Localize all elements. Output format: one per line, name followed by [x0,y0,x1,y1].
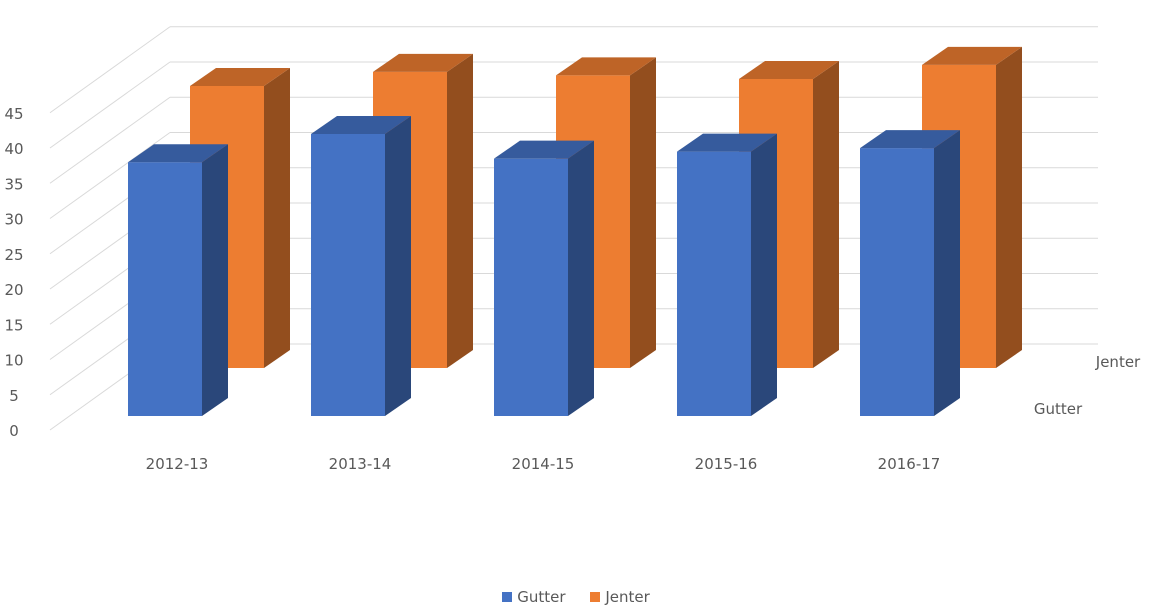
bar-top-face [922,46,1022,65]
bar-gutter [128,144,228,416]
bar-top-face [677,133,777,152]
x-tick-label: 2012-13 [146,455,209,473]
bar-side-face [630,57,656,369]
y-tick-label: 30 [4,211,23,229]
bar-gutter [311,116,411,416]
bar-top-face [860,130,960,149]
bar-side-face [202,144,228,416]
bar-front-face [677,151,751,416]
bar-gutter [494,140,594,417]
gridline-side [49,26,171,114]
legend-swatch-jenter [590,592,601,602]
legend-label-gutter: Gutter [517,588,566,606]
bar-front-face [494,158,568,417]
bar-front-face [311,134,385,416]
bar-gutter [677,133,777,416]
gridline-side [49,132,171,219]
legend-swatch-gutter [502,592,513,602]
legend-item-jenter[interactable]: Jenter [590,588,650,606]
bar-front-face [860,148,934,416]
bar-side-face [813,60,839,368]
bar-top-face [311,116,411,134]
gutter-series [128,116,960,417]
gridline-side [49,61,171,149]
y-tick-label: 40 [4,140,23,158]
legend-item-gutter[interactable]: Gutter [502,588,566,606]
bar-side-face [996,46,1022,368]
y-tick-label: 15 [4,316,23,334]
legend: Gutter Jenter [0,588,1152,606]
bar-side-face [934,130,960,416]
bar-top-face [373,53,473,72]
y-axis: 0 5 10 15 20 25 30 35 40 45 [4,105,23,440]
bar-top-face [739,60,839,79]
legend-label-jenter: Jenter [605,588,650,606]
bar-top-face [190,68,290,86]
bar-side-face [385,116,411,416]
depth-axis: Gutter Jenter [1034,353,1141,418]
bar-side-face [568,140,594,417]
bar-side-face [264,68,290,368]
y-tick-label: 45 [4,105,23,123]
bar-gutter [860,130,960,416]
x-tick-label: 2014-15 [512,455,575,473]
x-tick-label: 2013-14 [329,455,392,473]
y-tick-label: 35 [4,175,23,193]
bar-top-face [494,140,594,159]
bar-side-face [447,53,473,369]
depth-label: Gutter [1034,400,1083,418]
bar-top-face [128,144,228,163]
y-tick-label: 5 [9,387,19,405]
x-axis: 2012-13 2013-14 2014-15 2015-16 2016-17 [146,455,941,473]
y-tick-label: 25 [4,246,23,264]
bar-side-face [751,133,777,416]
y-tick-label: 0 [9,422,19,440]
bar-top-face [556,57,656,76]
bar-front-face [128,162,202,416]
y-tick-label: 10 [4,352,23,370]
x-tick-label: 2016-17 [878,455,941,473]
y-tick-label: 20 [4,281,23,299]
depth-label: Jenter [1095,353,1141,371]
x-tick-label: 2015-16 [695,455,758,473]
gridline-side [49,96,171,184]
